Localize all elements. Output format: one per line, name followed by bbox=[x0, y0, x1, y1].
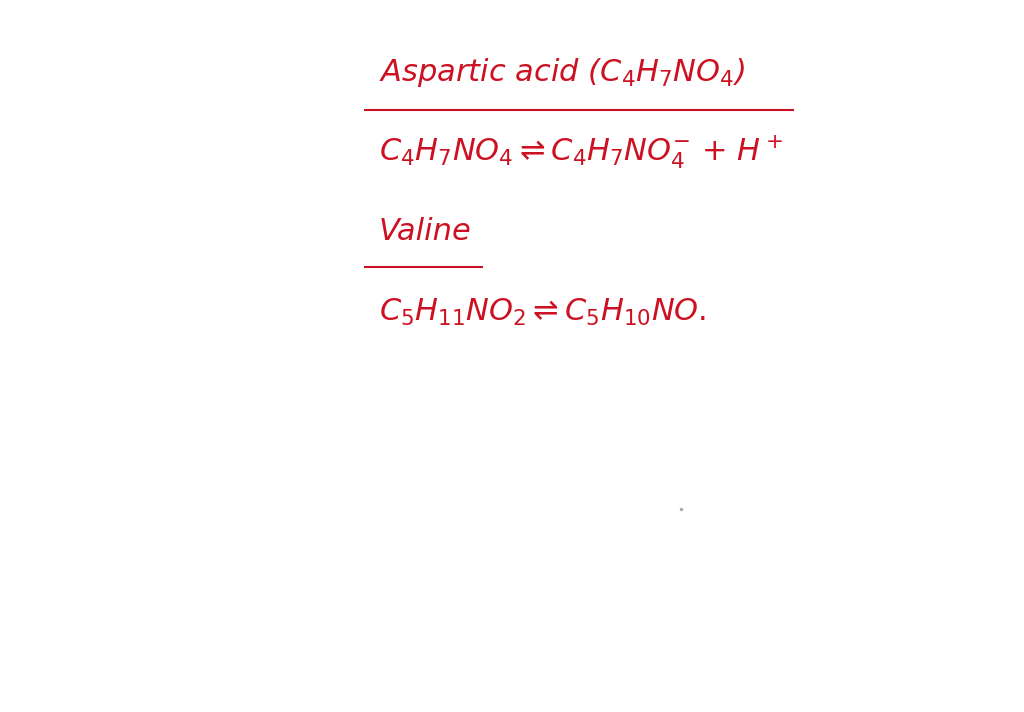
Text: $C_5H_{11}NO_2 \rightleftharpoons C_5H_{10}NO.$: $C_5H_{11}NO_2 \rightleftharpoons C_5H_{… bbox=[379, 296, 707, 328]
Text: Valine: Valine bbox=[379, 216, 472, 246]
Text: $C_4H_7NO_4 \rightleftharpoons C_4H_7NO_4^{-}$ + $H^+$: $C_4H_7NO_4 \rightleftharpoons C_4H_7NO_… bbox=[379, 133, 783, 171]
Text: Aspartic acid ($C_4H_7NO_4$): Aspartic acid ($C_4H_7NO_4$) bbox=[379, 56, 744, 89]
